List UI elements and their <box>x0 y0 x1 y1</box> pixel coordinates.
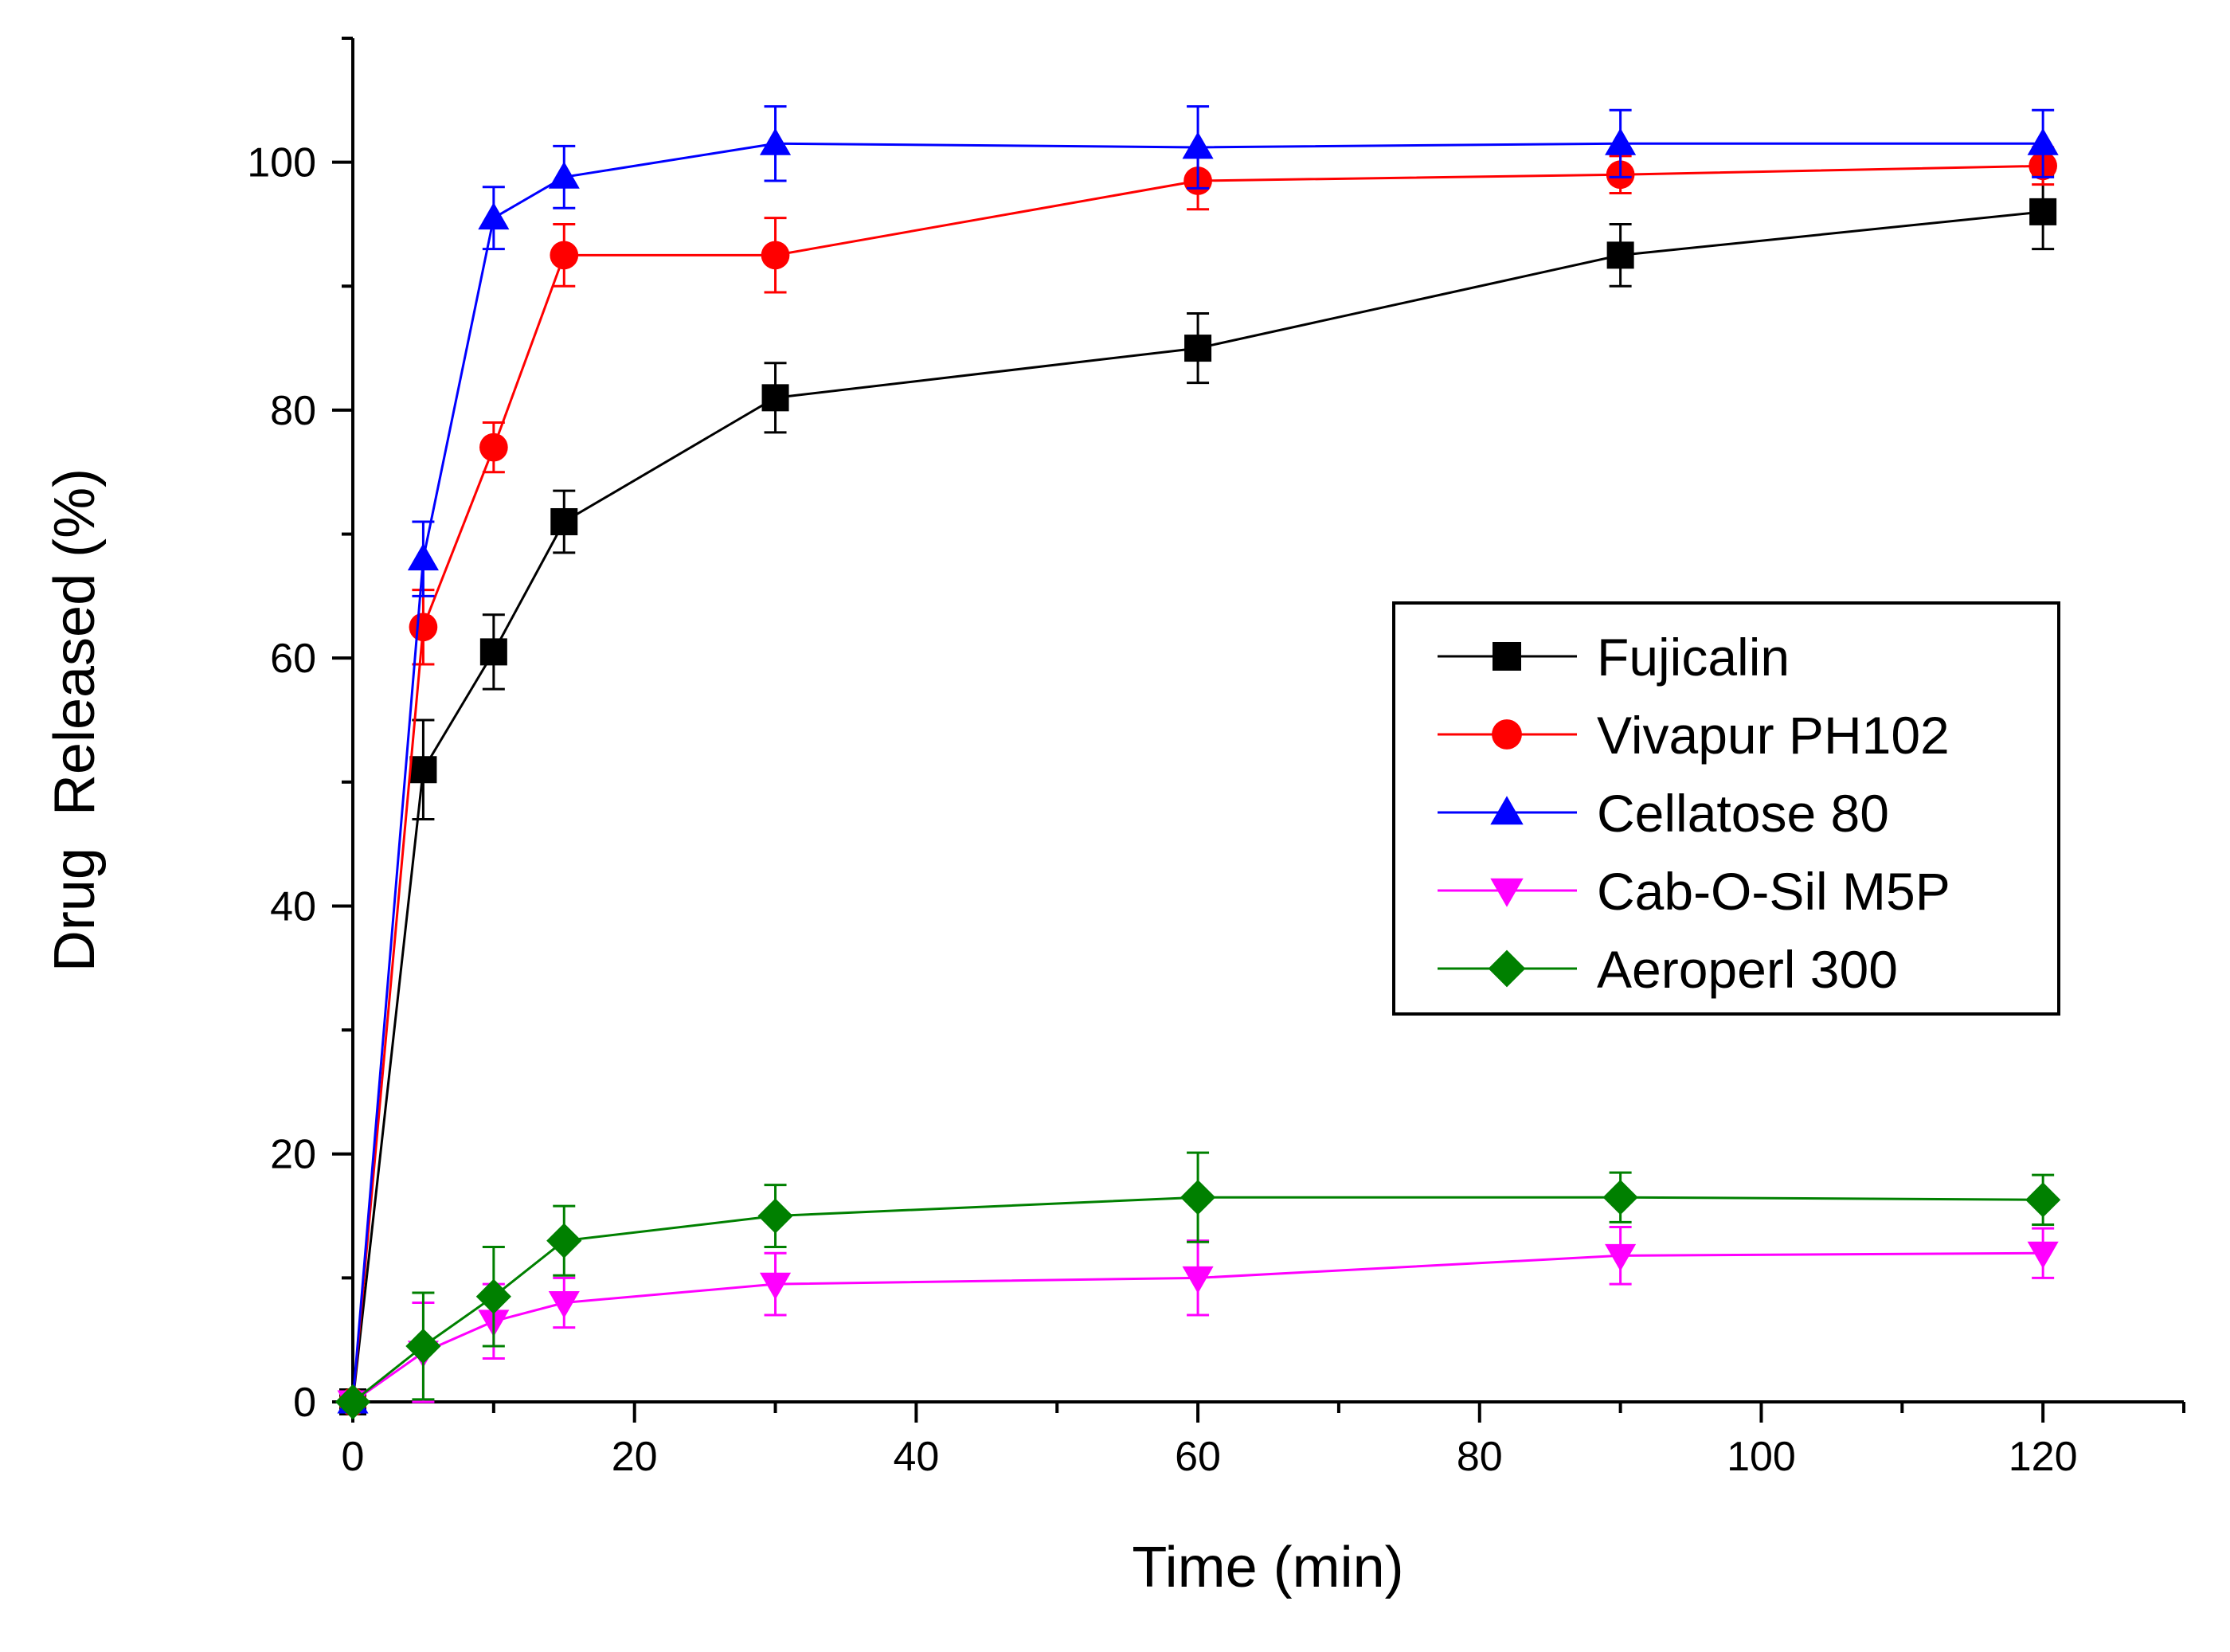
data-point <box>1605 1243 1637 1271</box>
x-axis-title: Time (min) <box>1132 1536 1403 1599</box>
series-line-aeroperl-300 <box>352 1196 2044 1403</box>
y-tick-label: 80 <box>270 388 316 434</box>
data-point <box>1605 127 1637 155</box>
x-tick-label: 20 <box>612 1434 658 1480</box>
data-point <box>2029 198 2057 225</box>
data-point <box>759 127 792 155</box>
data-point <box>479 433 508 462</box>
x-tick-label: 0 <box>342 1434 365 1480</box>
data-point <box>548 1291 580 1319</box>
data-point <box>2025 1182 2061 1218</box>
legend-label: Fujicalin <box>1597 628 1790 687</box>
tick-labels: 0 20 40 60 80 100 120 0 20 40 60 80 100 <box>247 140 2077 1480</box>
data-point <box>409 756 437 784</box>
data-point <box>546 1223 582 1259</box>
y-tick-label: 0 <box>293 1380 316 1426</box>
data-point <box>761 384 789 412</box>
data-point <box>479 638 507 666</box>
data-point <box>475 1278 511 1314</box>
legend-marker <box>1492 719 1522 750</box>
legend-entry-vivapur-ph102: Vivapur PH102 <box>1438 706 1950 765</box>
legend-marker <box>1490 796 1524 825</box>
data-point <box>550 507 578 535</box>
legend-label: Vivapur PH102 <box>1597 706 1950 765</box>
legend-entry-cab-o-sil-m5p: Cab-O-Sil M5P <box>1438 862 1950 921</box>
y-tick-label: 20 <box>270 1132 316 1178</box>
series-line-cellatose-80 <box>351 142 2044 1403</box>
legend: Fujicalin Vivapur PH102 Cellatose 80 Cab-O-… <box>1392 601 2060 1016</box>
data-point <box>405 1328 441 1364</box>
series-cab-o-sil-m5p <box>337 1226 2059 1418</box>
legend-entries: Fujicalin Vivapur PH102 Cellatose 80 Cab-O-… <box>1438 628 1950 999</box>
y-tick-label: 40 <box>270 883 316 930</box>
y-tick-label: 60 <box>270 636 316 682</box>
series-line-fujicalin <box>351 210 2044 1403</box>
data-point <box>1184 335 1212 362</box>
legend-entry-cellatose-80: Cellatose 80 <box>1438 784 1889 843</box>
data-point <box>478 202 510 230</box>
series-line-vivapur-ph102 <box>351 164 2044 1403</box>
legend-label: Cellatose 80 <box>1597 784 1889 843</box>
legend-entry-fujicalin: Fujicalin <box>1438 628 1790 687</box>
data-point <box>759 1272 792 1300</box>
y-tick-label: 100 <box>247 140 316 186</box>
ticks <box>332 37 2185 1423</box>
x-tick-label: 100 <box>1727 1434 1796 1480</box>
data-point <box>550 241 579 270</box>
data-point <box>1606 241 1634 269</box>
data-point <box>548 161 580 189</box>
series-layer <box>334 105 2061 1420</box>
data-point <box>761 241 790 270</box>
x-tick-label: 80 <box>1457 1434 1503 1480</box>
data-point <box>1602 1180 1638 1216</box>
data-point <box>1180 1180 1216 1216</box>
x-tick-label: 40 <box>893 1434 939 1480</box>
x-tick-label: 120 <box>2009 1434 2078 1480</box>
legend-entry-aeroperl-300: Aeroperl 300 <box>1438 940 1898 999</box>
legend-marker <box>1493 642 1521 671</box>
data-point <box>409 613 438 642</box>
data-point <box>2027 127 2059 155</box>
data-point <box>1182 1266 1214 1294</box>
data-point <box>407 543 439 571</box>
legend-marker <box>1488 949 1526 988</box>
legend-label: Cab-O-Sil M5P <box>1597 862 1950 921</box>
legend-label: Aeroperl 300 <box>1597 940 1898 999</box>
legend-marker <box>1490 878 1524 907</box>
data-point <box>2027 1241 2059 1269</box>
y-axis-title: Drug Released (%) <box>43 468 107 972</box>
series-aeroperl-300 <box>334 1151 2061 1420</box>
data-point <box>757 1198 793 1234</box>
x-tick-label: 60 <box>1175 1434 1221 1480</box>
axes <box>351 38 2184 1403</box>
data-point <box>334 1384 371 1420</box>
data-point <box>1182 131 1214 159</box>
